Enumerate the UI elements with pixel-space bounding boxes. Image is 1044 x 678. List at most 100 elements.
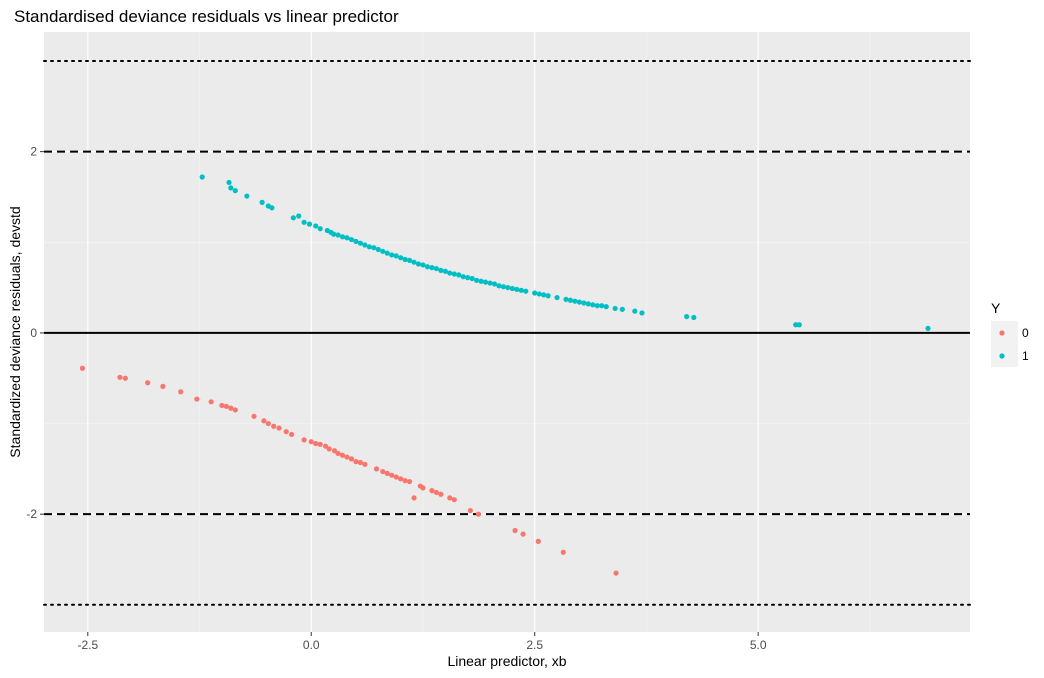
- x-axis: -2.5 0.0 2.5 5.0: [77, 632, 767, 652]
- data-point: [545, 293, 551, 299]
- data-point: [288, 431, 295, 438]
- x-tick-label: 2.5: [526, 638, 543, 652]
- data-point: [357, 459, 364, 466]
- data-point: [301, 437, 307, 443]
- data-point: [411, 495, 417, 501]
- y-tick-label: -2: [26, 507, 37, 521]
- data-point: [475, 511, 481, 517]
- data-point: [339, 452, 346, 458]
- data-point: [451, 271, 457, 277]
- data-point: [232, 407, 238, 413]
- legend-key-background: [991, 321, 1018, 367]
- data-point: [460, 274, 466, 280]
- data-point: [335, 232, 341, 238]
- data-point: [199, 174, 205, 180]
- data-point: [269, 205, 275, 211]
- data-point: [619, 306, 625, 312]
- y-axis: -2 0 2: [26, 145, 44, 521]
- data-point: [456, 272, 462, 278]
- data-point: [505, 284, 511, 291]
- data-point: [613, 570, 619, 576]
- data-point: [331, 448, 338, 454]
- x-tick-label: -2.5: [77, 638, 98, 652]
- data-point: [402, 256, 408, 263]
- data-point: [793, 322, 799, 328]
- y-axis-label: Standardized deviance residuals, devstd: [7, 206, 23, 457]
- data-point: [226, 179, 232, 186]
- data-point: [438, 491, 444, 497]
- data-point: [375, 246, 381, 253]
- data-point: [317, 441, 323, 447]
- data-point: [373, 466, 380, 472]
- legend-key-0: [999, 330, 1005, 336]
- legend-key-1: [999, 353, 1005, 359]
- data-point: [554, 294, 560, 301]
- data-point: [535, 538, 541, 544]
- legend-title: Y: [991, 300, 1001, 316]
- data-point: [160, 383, 166, 389]
- data-point: [384, 250, 390, 256]
- data-point: [406, 257, 413, 263]
- data-point: [393, 474, 399, 480]
- data-point: [290, 215, 296, 221]
- y-tick-label: 2: [30, 145, 37, 159]
- data-point: [296, 213, 302, 219]
- data-point: [599, 303, 605, 309]
- data-point: [467, 507, 473, 514]
- data-point: [447, 495, 453, 501]
- data-point: [518, 287, 524, 293]
- data-point: [380, 248, 386, 254]
- data-point: [536, 291, 542, 297]
- data-point: [567, 297, 574, 303]
- data-point: [389, 472, 395, 478]
- data-point: [520, 531, 526, 537]
- data-point: [306, 221, 313, 227]
- data-point: [581, 300, 587, 306]
- x-tick-label: 5.0: [750, 638, 767, 652]
- data-point: [301, 219, 307, 225]
- data-point: [487, 280, 493, 286]
- data-point: [925, 325, 931, 331]
- data-point: [313, 223, 319, 229]
- data-point: [691, 314, 697, 321]
- data-point: [261, 418, 267, 424]
- data-point: [509, 285, 515, 292]
- data-point: [265, 420, 271, 427]
- data-point: [594, 303, 600, 309]
- data-point: [384, 470, 390, 476]
- data-point: [398, 255, 404, 261]
- data-point: [560, 549, 566, 555]
- data-point: [353, 238, 359, 244]
- data-point: [684, 313, 690, 320]
- data-point: [393, 253, 399, 259]
- data-point: [344, 454, 350, 460]
- data-point: [478, 278, 484, 284]
- data-point: [402, 478, 408, 484]
- data-point: [585, 301, 591, 307]
- data-point: [465, 275, 471, 281]
- data-point: [308, 439, 314, 445]
- x-tick-label: 0.0: [303, 638, 320, 652]
- legend-label-0: 0: [1022, 326, 1029, 340]
- data-point: [572, 298, 578, 304]
- legend-label-1: 1: [1022, 349, 1029, 363]
- data-point: [317, 226, 323, 232]
- data-point: [251, 413, 257, 419]
- data-point: [117, 374, 123, 380]
- reference-lines: [43, 60, 971, 606]
- data-point: [228, 185, 234, 191]
- data-point: [335, 450, 341, 457]
- y-tick-label: 0: [30, 326, 37, 340]
- legend: Y 0 1: [991, 300, 1029, 367]
- data-point: [389, 252, 395, 258]
- data-point: [429, 265, 435, 271]
- data-point: [411, 259, 417, 265]
- data-point: [612, 305, 618, 312]
- data-point: [482, 279, 489, 285]
- series-1: [199, 174, 931, 331]
- data-point: [322, 443, 329, 449]
- data-point: [590, 302, 596, 308]
- data-point: [79, 365, 86, 371]
- data-point: [576, 299, 582, 305]
